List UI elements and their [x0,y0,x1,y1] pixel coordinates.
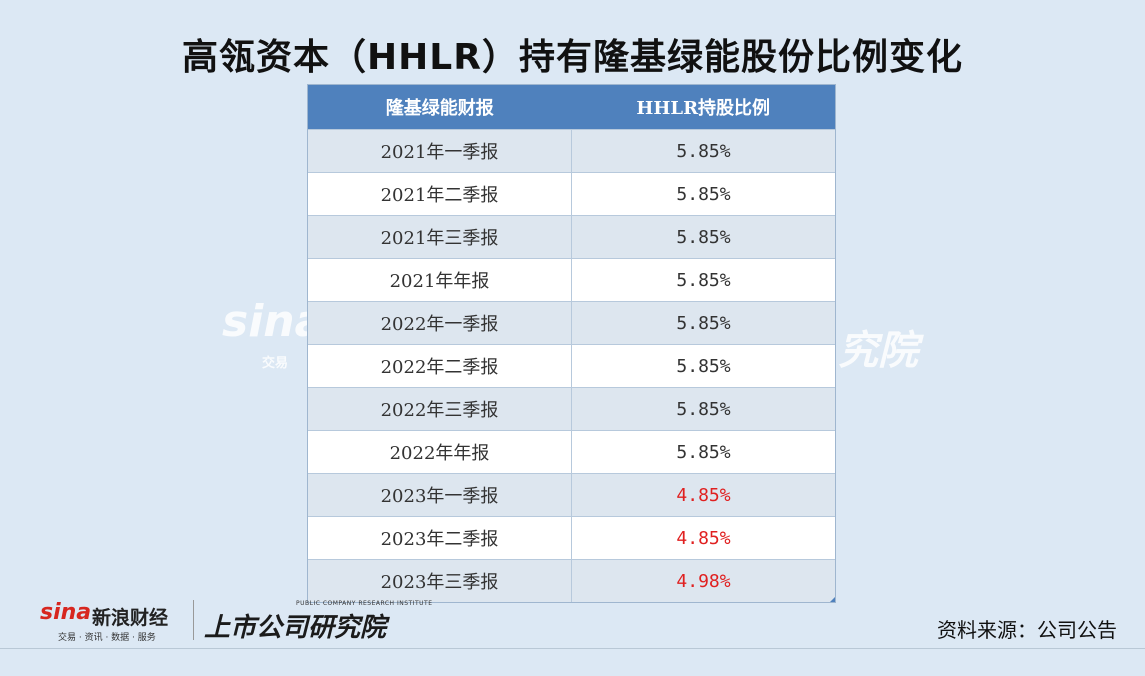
header-ratio: HHLR持股比例 [571,85,835,130]
table-row: 2022年三季报 5.85% [308,387,835,431]
logo-divider [193,600,194,640]
holding-ratio-cell: 4.85% [571,516,835,560]
report-period-cell: 2022年年报 [308,430,572,474]
table-row: 2023年二季报 4.85% [308,516,835,560]
holding-ratio-cell: 5.85% [571,129,835,173]
holding-ratio-cell: 5.85% [571,215,835,259]
table-row: 2022年二季报 5.85% [308,344,835,388]
sina-finance-tagline: 交易 · 资讯 · 数据 · 服务 [58,633,156,643]
report-period-cell: 2022年一季报 [308,301,572,345]
holding-ratio-cell: 5.85% [571,430,835,474]
sina-watermark-sub: 交易 [262,356,289,371]
report-period-cell: 2022年二季报 [308,344,572,388]
report-period-cell: 2023年三季报 [308,559,572,602]
table-row: 2023年一季报 4.85% [308,473,835,517]
institute-watermark: 究院 [838,328,918,374]
holding-ratio-cell: 5.85% [571,258,835,302]
holding-ratio-cell: 5.85% [571,301,835,345]
holding-ratio-cell: 4.85% [571,473,835,517]
holding-ratio-cell: 5.85% [571,344,835,388]
resize-corner-icon [830,597,835,602]
report-period-cell: 2023年二季报 [308,516,572,560]
holding-ratio-cell: 4.98% [571,559,835,602]
table-row: 2021年年报 5.85% [308,258,835,302]
table-row: 2021年二季报 5.85% [308,172,835,216]
footer-divider [0,648,1145,649]
report-period-cell: 2021年二季报 [308,172,572,216]
table-row: 2021年一季报 5.85% [308,129,835,173]
report-period-cell: 2022年三季报 [308,387,572,431]
report-period-cell: 2021年一季报 [308,129,572,173]
sina-logo: sina [40,600,92,625]
table-header-row: 隆基绿能财报 HHLR持股比例 [308,85,835,130]
holding-ratio-cell: 5.85% [571,387,835,431]
header-report: 隆基绿能财报 [308,85,572,130]
table-row: 2022年一季报 5.85% [308,301,835,345]
institute-logo: 上市公司研究院 [204,613,387,643]
institute-english-name: PUBLIC COMPANY RESEARCH INSTITUTE [296,600,433,607]
table-row: 2022年年报 5.85% [308,430,835,474]
holding-table: 隆基绿能财报 HHLR持股比例 2021年一季报 5.85% 2021年二季报 5.8… [307,84,836,603]
table-row: 2021年三季报 5.85% [308,215,835,259]
sina-finance-name: 新浪财经 [92,607,169,629]
report-period-cell: 2023年一季报 [308,473,572,517]
source-note: 资料来源：公司公告 [937,618,1117,642]
report-period-cell: 2021年三季报 [308,215,572,259]
page-title: 高瓴资本（HHLR）持有隆基绿能股份比例变化 [182,37,963,78]
table-row: 2023年三季报 4.98% [308,559,835,602]
holding-ratio-cell: 5.85% [571,172,835,216]
report-period-cell: 2021年年报 [308,258,572,302]
